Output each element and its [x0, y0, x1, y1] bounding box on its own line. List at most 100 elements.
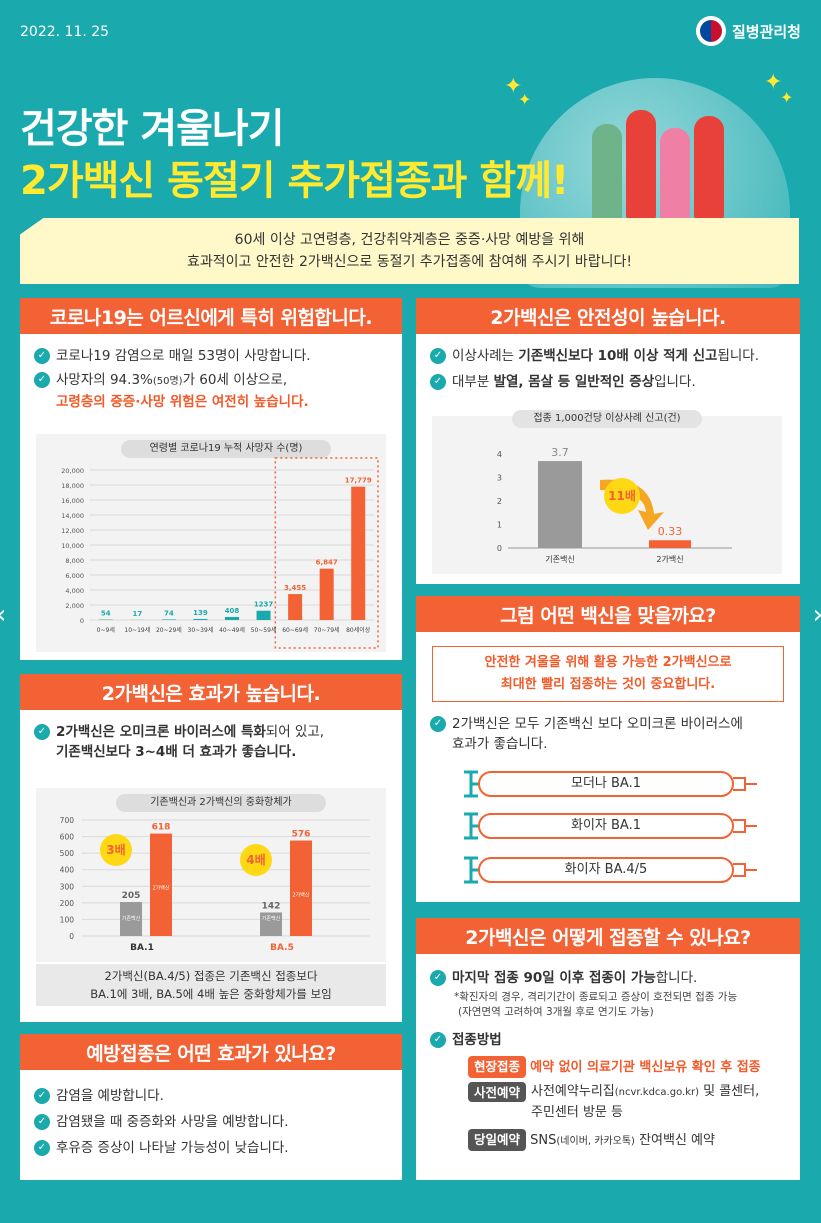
y-tick-label: 16,000 [61, 497, 84, 505]
series-label: 기존백신 [122, 915, 141, 922]
item-text: 대부분 발열, 몸살 등 일반적인 증상입니다. [452, 374, 696, 390]
series-label: 기존백신 [262, 915, 281, 922]
data-label: 576 [292, 830, 311, 840]
section-how-to-vaccinate: 2가백신은 어떻게 접종할 수 있나요? ✓ 마지막 접종 90일 이후 접종이 … [416, 918, 800, 1180]
next-arrow-icon[interactable]: › [813, 600, 821, 630]
y-tick-label: 100 [60, 915, 75, 924]
y-tick-label: 300 [60, 882, 75, 891]
section-effectiveness: 2가백신은 효과가 높습니다. ✓ 2가백신은 오미크론 바이러스에 특화되어 … [20, 674, 402, 1022]
list-item: ✓ 감염을 예방합니다. [34, 1086, 386, 1106]
bar [319, 568, 334, 620]
intro-line2: 효과적이고 안전한 2가백신으로 동절기 추가접종에 참여해 주시기 바랍니다! [187, 254, 632, 270]
prev-arrow-icon[interactable]: ‹ [0, 600, 6, 630]
method-tag: 현장접종 [468, 1056, 527, 1078]
method-tag: 사전예약 [468, 1082, 527, 1102]
data-label: 0.33 [658, 525, 683, 538]
people-illustration [592, 100, 732, 220]
chart-svg: 0 2,000 4,000 6,000 8,000 10,000 12,000 14,000 1… [61, 457, 379, 649]
section-which-vaccine: 그럼 어떤 백신을 맞을까요? 안전한 겨울을 위해 활용 가능한 2가백신으로… [416, 596, 800, 902]
y-tick-label: 200 [60, 899, 75, 908]
list-item: ✓ 마지막 접종 90일 이후 접종이 가능합니다. [430, 968, 788, 988]
x-tick-label: 기존백신 [545, 554, 574, 564]
chart-title: 기존백신과 2가백신의 중화항체가 [116, 794, 326, 812]
kdca-logo-icon [695, 16, 726, 46]
chart-antibody: 기존백신과 2가백신의 중화항체가 0 100 200 300 400 500 600 700… [36, 788, 386, 962]
title-line1: 건강한 겨울나기 [20, 106, 285, 152]
vaccine-label: 화이자 BA.4/5 [564, 862, 648, 877]
y-tick-label: 6,000 [65, 572, 84, 580]
item-text: 감염됐을 때 중증화와 사망을 예방합니다. [56, 1114, 289, 1130]
x-tick-label: 0~9세 [97, 626, 115, 634]
chart-note: 2가백신(BA.4/5) 접종은 기존백신 접종보다 BA.1에 3배, BA.… [36, 964, 386, 1006]
list-item: ✓ 코로나19 감염으로 매일 53명이 사망합니다. [34, 346, 386, 366]
badge-circle [100, 834, 132, 866]
series-label: 2가백신 [293, 892, 310, 899]
check-icon: ✓ [34, 1088, 50, 1104]
badge-label: 11배 [608, 488, 636, 503]
note-line2: BA.1에 3배, BA.5에 4배 높은 중화항체가를 보임 [90, 987, 332, 1001]
item-text: 이상사례는 기존백신보다 10배 이상 적게 신고됩니다. [452, 348, 760, 364]
y-tick-label: 400 [60, 866, 75, 875]
syringe-icon [464, 812, 757, 840]
data-label: 1237 [254, 601, 274, 609]
y-tick-label: 4 [497, 450, 502, 459]
highlight-box [274, 457, 379, 649]
section-title: 코로나19는 어르신에게 특히 위험합니다. [20, 298, 402, 334]
chart-title: 접종 1,000건당 이상사례 신고(건) [512, 410, 702, 428]
intro-banner: 60세 이상 고연령층, 건강취약계층은 중증·사망 예방을 위해 효과적이고 … [20, 218, 799, 284]
check-icon: ✓ [430, 970, 446, 986]
x-tick-label: 2가백신 [656, 554, 683, 564]
y-tick-label: 0 [69, 932, 74, 941]
x-tick-label: 80세이상 [346, 626, 371, 634]
y-tick-label: 4,000 [65, 587, 84, 595]
section-title: 그럼 어떤 백신을 맞을까요? [416, 596, 800, 632]
bar [150, 833, 172, 936]
vaccine-label: 화이자 BA.1 [571, 818, 641, 833]
bar [161, 619, 176, 620]
data-label: 205 [122, 891, 141, 901]
data-label: 6,847 [316, 559, 338, 567]
bar [260, 912, 282, 936]
method-text: 사전예약누리집(ncvr.kdca.go.kr) 및 콜센터, 주민센터 방문 등 [531, 1084, 760, 1120]
badge-circle [240, 844, 272, 876]
syringe-moderna-ba1: 모더나 BA.1 [460, 768, 758, 800]
sparkle-icon: ✦ [504, 74, 523, 99]
check-icon: ✓ [34, 1140, 50, 1156]
bar [351, 486, 366, 620]
data-label: 3,455 [284, 584, 306, 592]
bar [193, 618, 208, 620]
section-title: 2가백신은 안전성이 높습니다. [416, 298, 800, 334]
x-tick-label: BA.5 [270, 943, 294, 953]
bar [256, 610, 271, 620]
syringe-pfizer-ba1: 화이자 BA.1 [460, 810, 758, 842]
item-text: 후유증 증상이 나타날 가능성이 낮습니다. [56, 1140, 289, 1156]
badge-label: 3배 [106, 842, 125, 857]
x-tick-label: 40~49세 [219, 626, 245, 634]
sparkle-icon: ✦ [518, 90, 532, 109]
y-tick-label: 8,000 [65, 557, 84, 565]
y-tick-label: 0 [497, 544, 502, 553]
data-label: 74 [164, 609, 174, 617]
vaccine-label: 모더나 BA.1 [571, 776, 641, 791]
data-label: 139 [193, 609, 208, 617]
bar [290, 840, 312, 936]
x-tick-label: 10~19세 [124, 626, 150, 634]
list-item: ✓ 이상사례는 기존백신보다 10배 이상 적게 신고됩니다. [430, 346, 786, 366]
notice-box: 안전한 겨울을 위해 활용 가능한 2가백신으로 최대한 빨리 접종하는 것이 … [432, 646, 784, 702]
y-tick-label: 1 [497, 521, 502, 530]
bar [288, 594, 303, 620]
syringe-pfizer-ba45: 화이자 BA.4/5 [460, 854, 758, 886]
data-label: 54 [101, 610, 111, 618]
item-text: 사망자의 94.3%(50명)가 60세 이상으로, 고령층의 중증·사망 위험은… [56, 372, 309, 410]
syringe-icon [464, 856, 757, 884]
check-icon: ✓ [430, 374, 446, 390]
bar [649, 540, 691, 548]
x-tick-label: 20~29세 [156, 626, 182, 634]
list-item: ✓ 후유증 증상이 나타날 가능성이 낮습니다. [34, 1138, 386, 1158]
list-item: ✓ 2가백신은 모두 기존백신 보다 오미크론 바이러스에 효과가 좋습니다. [430, 714, 790, 754]
x-tick-label: 70~79세 [314, 626, 340, 634]
x-tick-label: 30~39세 [188, 626, 214, 634]
syringe-icon [464, 770, 757, 798]
method-tag: 당일예약 [468, 1129, 527, 1151]
list-item: ✓ 감염됐을 때 중증화와 사망을 예방합니다. [34, 1112, 386, 1132]
